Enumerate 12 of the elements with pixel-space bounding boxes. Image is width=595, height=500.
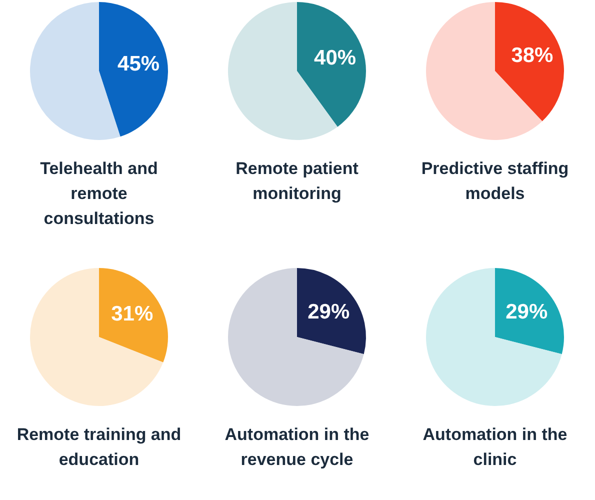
text: Remote patient monitoring [234, 158, 360, 205]
text: Telehealth and remote consultations [39, 158, 159, 230]
data-label: 29% [506, 300, 548, 324]
text: Predictive staffing models [420, 158, 570, 205]
text: Automation in the clinic [422, 424, 568, 471]
text: Automation in the revenue cycle [224, 424, 370, 471]
data-label: 40% [314, 46, 356, 70]
data-label: 45% [118, 52, 160, 76]
data-label: 38% [511, 44, 554, 68]
data-label: 29% [308, 300, 350, 324]
text: Remote training and education [16, 424, 182, 471]
data-label: 31% [111, 302, 154, 326]
